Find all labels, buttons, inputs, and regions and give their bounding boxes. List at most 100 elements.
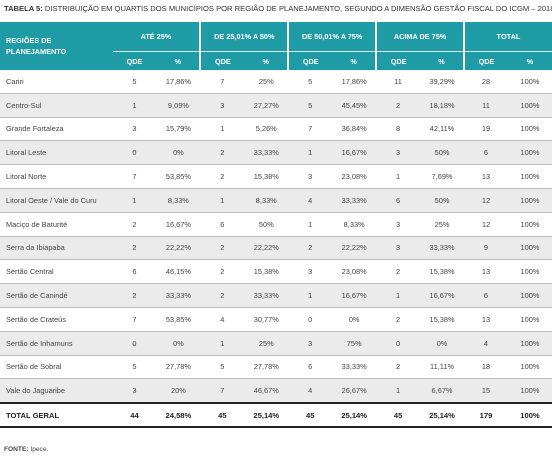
region-name-cell: Sertão de Sobral: [0, 355, 113, 380]
source-label: FONTE:: [4, 446, 29, 453]
qde-cell: 1: [288, 140, 333, 166]
qde-cell: 5: [288, 93, 333, 118]
qde-cell: 11: [376, 70, 421, 94]
qde-cell: 7: [200, 378, 245, 404]
header-group-1: ATÉ 25%: [112, 22, 201, 52]
qde-cell: 8: [376, 117, 421, 142]
percent-cell: 53,85%: [156, 307, 201, 332]
percent-cell: 100%: [507, 259, 552, 285]
region-name-cell: Sertão de Inhamuns: [0, 331, 113, 356]
total-cell: 44: [112, 402, 157, 429]
qde-cell: 2: [112, 212, 157, 237]
qde-cell: 1: [288, 283, 333, 308]
percent-cell: 33,33%: [420, 236, 465, 261]
table-row: Vale do Jaguaribe 3 20% 7 46,67% 4 26,67% 1 6,67…: [0, 378, 552, 404]
qde-cell: 13: [464, 164, 508, 189]
total-cell: 179: [464, 402, 508, 429]
qde-cell: 7: [112, 307, 157, 332]
qde-cell: 5: [200, 355, 245, 380]
source-note: FONTE: Ipece.: [4, 446, 48, 453]
region-name-cell: Vale do Jaguaribe: [0, 378, 113, 404]
qde-cell: 1: [376, 378, 421, 404]
table-row: Cariri 5 17,86% 7 25% 5 17,86% 11 39,29% 28 100%: [0, 70, 552, 94]
qde-cell: 12: [464, 188, 508, 213]
percent-cell: 8,33%: [156, 188, 201, 213]
table-header: REGIÕES DE PLANEJAMENTO ATÉ 25% DE 25,01…: [0, 22, 552, 70]
percent-cell: 25%: [244, 70, 289, 94]
percent-cell: 16,67%: [420, 283, 465, 308]
percent-cell: 100%: [507, 331, 552, 356]
percent-cell: 26,67%: [332, 378, 377, 404]
qde-cell: 2: [376, 355, 421, 380]
qde-cell: 2: [288, 236, 333, 261]
qde-cell: 4: [288, 378, 333, 404]
percent-cell: 0%: [420, 331, 465, 356]
percent-cell: 6,67%: [420, 378, 465, 404]
qde-cell: 3: [112, 378, 157, 404]
header-pct: %: [332, 51, 377, 70]
region-name-cell: Cariri: [0, 70, 113, 94]
qde-cell: 13: [464, 307, 508, 332]
qde-cell: 3: [288, 164, 333, 189]
percent-cell: 27,27%: [244, 93, 289, 118]
qde-cell: 3: [376, 212, 421, 237]
qde-cell: 11: [464, 93, 508, 118]
qde-cell: 6: [464, 140, 508, 166]
percent-cell: 27,78%: [244, 355, 289, 380]
region-name-cell: Serra da Ibiapaba: [0, 236, 113, 261]
table-row: Litoral Leste 0 0% 2 33,33% 1 16,67% 3 50% 6 100%: [0, 140, 552, 166]
qde-cell: 3: [288, 331, 333, 356]
qde-cell: 3: [376, 140, 421, 166]
qde-cell: 2: [200, 259, 245, 285]
qde-cell: 12: [464, 212, 508, 237]
qde-cell: 6: [200, 212, 245, 237]
percent-cell: 75%: [332, 331, 377, 356]
percent-cell: 0%: [156, 331, 201, 356]
header-qde: QDE: [375, 51, 421, 70]
qde-cell: 2: [376, 259, 421, 285]
percent-cell: 33,33%: [244, 283, 289, 308]
qde-cell: 0: [112, 140, 157, 166]
total-cell: 45: [288, 402, 333, 429]
percent-cell: 25%: [244, 331, 289, 356]
percent-cell: 22,22%: [156, 236, 201, 261]
table-row: Sertão de Canindé 2 33,33% 2 33,33% 1 16,67% 1 1…: [0, 283, 552, 308]
percent-cell: 100%: [507, 117, 552, 142]
quartile-table: REGIÕES DE PLANEJAMENTO ATÉ 25% DE 25,01…: [0, 22, 552, 429]
percent-cell: 100%: [507, 212, 552, 237]
qde-cell: 2: [376, 307, 421, 332]
header-group-2: DE 25,01% A 50%: [199, 22, 289, 52]
percent-cell: 0%: [332, 307, 377, 332]
qde-cell: 7: [288, 117, 333, 142]
region-name-cell: Centro-Sul: [0, 93, 113, 118]
total-cell: 24,58%: [156, 402, 201, 429]
percent-cell: 0%: [156, 140, 201, 166]
percent-cell: 42,11%: [420, 117, 465, 142]
qde-cell: 28: [464, 70, 508, 94]
table-title: DISTRIBUIÇÃO EM QUARTIS DOS MUNICÍPIOS P…: [42, 4, 552, 13]
qde-cell: 3: [112, 117, 157, 142]
percent-cell: 100%: [507, 355, 552, 380]
percent-cell: 100%: [507, 307, 552, 332]
qde-cell: 3: [376, 236, 421, 261]
qde-cell: 3: [200, 93, 245, 118]
percent-cell: 100%: [507, 378, 552, 404]
qde-cell: 1: [200, 117, 245, 142]
region-name-cell: Grande Fortaleza: [0, 117, 113, 142]
region-name-cell: Litoral Norte: [0, 164, 113, 189]
percent-cell: 16,67%: [332, 140, 377, 166]
percent-cell: 36,84%: [332, 117, 377, 142]
qde-cell: 6: [464, 283, 508, 308]
qde-cell: 9: [464, 236, 508, 261]
region-name-cell: Maciço de Baturité: [0, 212, 113, 237]
table-footer: TOTAL GERAL 44 24,58% 45 25,14% 45 25,14…: [0, 402, 552, 429]
region-name-cell: Sertão Central: [0, 259, 113, 285]
percent-cell: 22,22%: [332, 236, 377, 261]
table-body: Cariri 5 17,86% 7 25% 5 17,86% 11 39,29% 28 100% Ce…: [0, 70, 552, 404]
percent-cell: 16,67%: [156, 212, 201, 237]
total-cell: 25,14%: [244, 402, 289, 429]
percent-cell: 100%: [507, 188, 552, 213]
percent-cell: 50%: [244, 212, 289, 237]
qde-cell: 1: [200, 188, 245, 213]
percent-cell: 17,86%: [332, 70, 377, 94]
